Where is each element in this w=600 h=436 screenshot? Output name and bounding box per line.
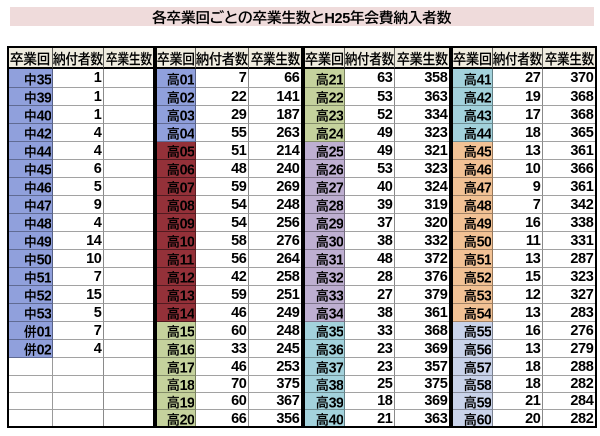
svg-text:40: 40 <box>328 413 343 426</box>
svg-text:32: 32 <box>328 271 343 286</box>
svg-text:52: 52 <box>36 289 51 304</box>
svg-text:50: 50 <box>36 253 51 268</box>
svg-text:51: 51 <box>476 253 491 268</box>
svg-text:25: 25 <box>328 145 343 160</box>
svg-text:21: 21 <box>328 72 343 87</box>
svg-text:46: 46 <box>36 181 51 196</box>
svg-text:27: 27 <box>328 181 343 196</box>
svg-text:54: 54 <box>476 307 491 322</box>
svg-text:58: 58 <box>476 378 491 392</box>
svg-text:39: 39 <box>328 395 343 410</box>
svg-text:42: 42 <box>36 127 51 142</box>
svg-text:10: 10 <box>179 235 194 250</box>
svg-text:12: 12 <box>179 271 194 286</box>
svg-text:52: 52 <box>476 271 491 286</box>
svg-text:42: 42 <box>476 91 491 106</box>
svg-text:01: 01 <box>36 325 51 340</box>
svg-text:49: 49 <box>36 235 51 250</box>
svg-text:50: 50 <box>476 235 491 250</box>
svg-text:23: 23 <box>328 109 343 124</box>
svg-text:28: 28 <box>328 199 343 214</box>
svg-text:51: 51 <box>36 271 51 286</box>
svg-text:06: 06 <box>179 163 194 178</box>
svg-text:43: 43 <box>476 109 491 124</box>
svg-text:16: 16 <box>179 343 194 358</box>
svg-text:07: 07 <box>179 181 194 196</box>
svg-text:48: 48 <box>476 199 491 214</box>
svg-text:37: 37 <box>328 361 343 376</box>
svg-text:53: 53 <box>36 307 51 322</box>
svg-text:46: 46 <box>476 163 491 178</box>
svg-text:44: 44 <box>476 127 491 142</box>
svg-text:05: 05 <box>179 145 194 160</box>
svg-text:01: 01 <box>179 72 194 87</box>
svg-text:26: 26 <box>328 163 343 178</box>
svg-text:45: 45 <box>36 163 51 178</box>
svg-text:17: 17 <box>179 361 194 376</box>
svg-text:08: 08 <box>179 199 194 214</box>
svg-text:24: 24 <box>328 127 343 142</box>
svg-text:11: 11 <box>179 253 194 268</box>
svg-text:59: 59 <box>476 395 491 410</box>
svg-text:19: 19 <box>179 395 194 410</box>
svg-text:13: 13 <box>179 289 194 304</box>
svg-text:49: 49 <box>476 217 491 232</box>
svg-text:48: 48 <box>36 217 51 232</box>
svg-text:04: 04 <box>179 127 194 142</box>
svg-text:34: 34 <box>328 307 343 322</box>
svg-text:47: 47 <box>476 181 491 196</box>
svg-text:14: 14 <box>179 307 194 322</box>
svg-text:22: 22 <box>328 91 343 106</box>
svg-text:20: 20 <box>179 413 194 426</box>
svg-text:40: 40 <box>36 109 51 124</box>
svg-text:53: 53 <box>476 289 491 304</box>
svg-text:09: 09 <box>179 217 194 232</box>
svg-text:41: 41 <box>476 72 491 87</box>
svg-text:30: 30 <box>328 235 343 250</box>
svg-text:18: 18 <box>179 378 194 392</box>
svg-text:29: 29 <box>328 217 343 232</box>
svg-text:15: 15 <box>179 325 194 340</box>
svg-text:44: 44 <box>36 145 51 160</box>
svg-text:H25: H25 <box>324 11 350 26</box>
svg-text:35: 35 <box>328 325 343 340</box>
svg-text:60: 60 <box>476 413 491 426</box>
svg-text:45: 45 <box>476 145 491 160</box>
svg-text:03: 03 <box>179 109 194 124</box>
svg-text:38: 38 <box>328 378 343 392</box>
svg-text:47: 47 <box>36 199 51 214</box>
svg-text:55: 55 <box>476 325 491 340</box>
svg-text:36: 36 <box>328 343 343 358</box>
svg-text:56: 56 <box>476 343 491 358</box>
svg-text:33: 33 <box>328 289 343 304</box>
svg-text:31: 31 <box>328 253 343 268</box>
svg-text:57: 57 <box>476 361 491 376</box>
svg-text:39: 39 <box>36 91 51 106</box>
svg-text:02: 02 <box>36 343 51 358</box>
svg-text:02: 02 <box>179 91 194 106</box>
svg-text:35: 35 <box>36 72 51 87</box>
